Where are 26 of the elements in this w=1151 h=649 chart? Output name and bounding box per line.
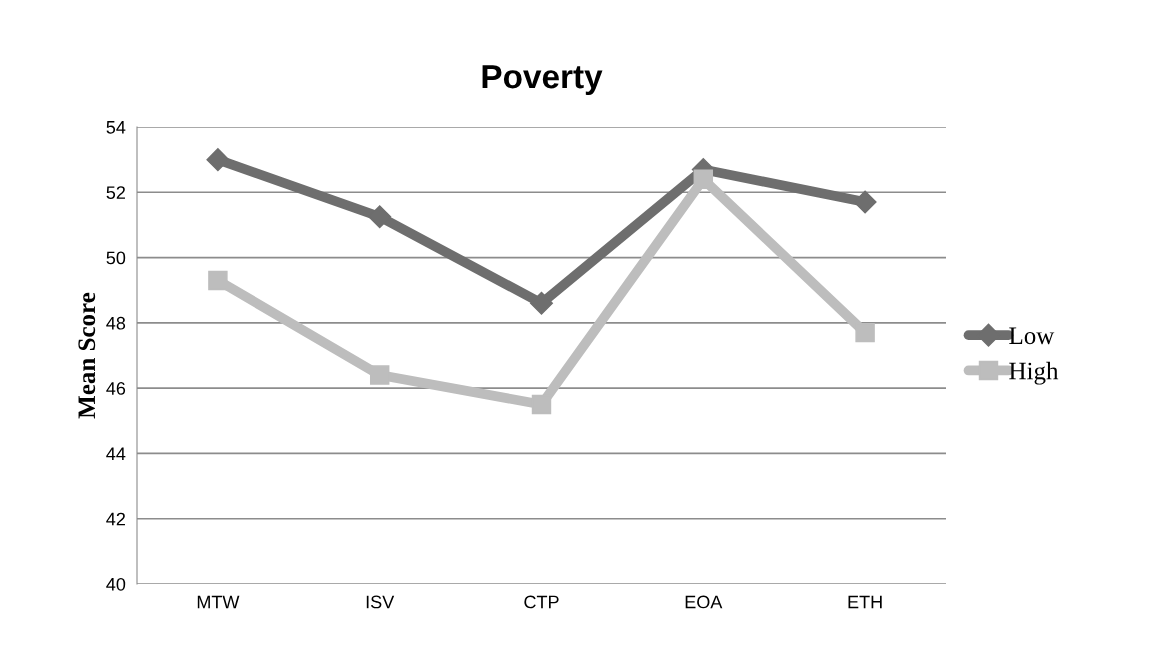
legend-label: Low <box>1009 327 1055 345</box>
x-tick-label: CTP <box>524 595 559 609</box>
point <box>206 148 230 172</box>
y-tick-label: 50 <box>106 251 126 265</box>
point <box>693 169 714 189</box>
legend-label: High <box>1009 361 1059 385</box>
y-tick-label: 48 <box>106 316 126 330</box>
y-tick-label: 52 <box>106 186 125 200</box>
chart-title: Poverty <box>482 65 603 96</box>
point <box>368 205 392 229</box>
x-tick-label: ETH <box>848 595 882 609</box>
y-tick-label: 42 <box>106 512 125 526</box>
y-tick-label: 54 <box>106 121 126 134</box>
y-tick-label: 44 <box>106 447 126 460</box>
y-tick-label: 40 <box>106 577 126 591</box>
point <box>853 190 877 214</box>
x-tick-label: ISV <box>366 595 395 609</box>
point <box>855 322 875 343</box>
x-tick-label: EOA <box>685 595 723 609</box>
x-tick-label: MTW <box>197 595 240 609</box>
point <box>530 291 553 315</box>
point <box>531 394 552 415</box>
point <box>369 365 390 385</box>
y-axis-title: Mean Score <box>78 292 96 419</box>
point <box>208 270 228 291</box>
y-tick-label: 46 <box>106 382 126 395</box>
